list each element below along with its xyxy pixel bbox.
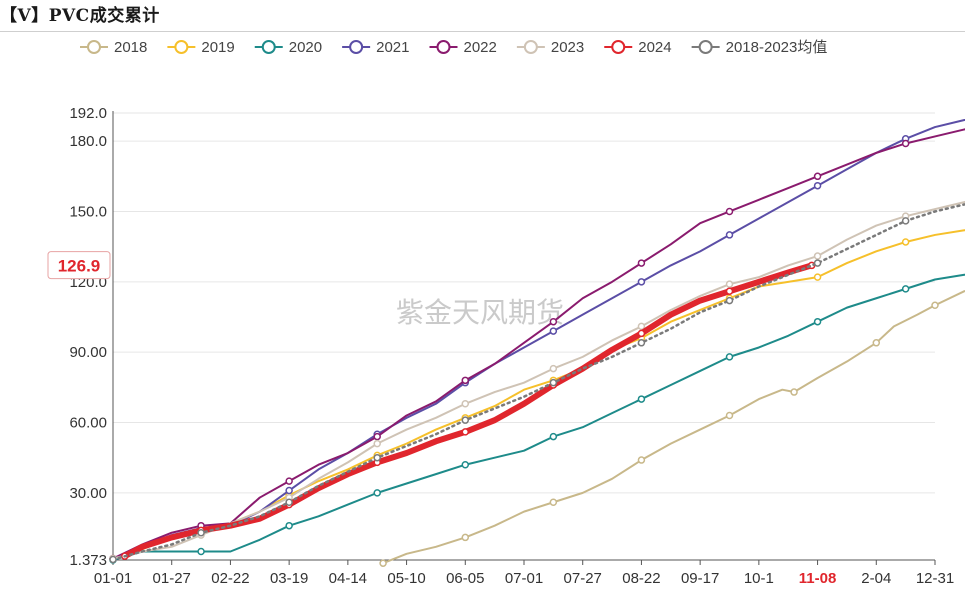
x-tick-label: 05-10 xyxy=(387,570,425,587)
series-point-2023[interactable] xyxy=(549,364,558,373)
series-point-2024[interactable] xyxy=(725,287,734,295)
legend-label[interactable]: 2020 xyxy=(289,39,322,56)
series-point-2018[interactable] xyxy=(931,301,939,310)
y-tick-label: 30.00 xyxy=(69,485,107,502)
x-tick-label: 04-14 xyxy=(329,570,367,587)
series-point-2023[interactable] xyxy=(725,280,734,288)
legend-label[interactable]: 2018 xyxy=(114,39,147,56)
series-point-2022[interactable] xyxy=(461,376,470,385)
y-tick-label: 1.373 xyxy=(69,552,107,569)
y-tick-label: 60.00 xyxy=(69,415,107,432)
x-tick-label: 07-27 xyxy=(564,570,602,587)
x-tick-label: 2-04 xyxy=(861,570,891,587)
series-point-2020[interactable] xyxy=(637,395,646,403)
x-tick-label: 08-22 xyxy=(622,570,660,587)
current-value-badge xyxy=(47,251,111,280)
series-point-2020[interactable] xyxy=(813,317,822,326)
legend-label[interactable]: 2024 xyxy=(638,39,671,56)
series-line-2022[interactable] xyxy=(112,127,965,560)
series-point-2018-2023均值[interactable] xyxy=(461,416,470,424)
x-tick-label-highlight: 11-08 xyxy=(799,570,837,587)
x-tick-label: 06-05 xyxy=(446,570,484,587)
series-point-2018[interactable] xyxy=(461,533,470,542)
series-point-2018[interactable] xyxy=(725,411,734,420)
legend-swatch-marker[interactable] xyxy=(436,40,451,54)
series-point-2020[interactable] xyxy=(901,285,910,293)
series-point-2019[interactable] xyxy=(813,273,822,281)
x-tick-label: 03-19 xyxy=(270,570,308,587)
series-point-2021[interactable] xyxy=(549,327,558,335)
series-point-2022[interactable] xyxy=(725,207,734,216)
x-tick-label: 07-01 xyxy=(505,570,543,587)
legend-swatch-marker[interactable] xyxy=(174,40,189,54)
legend-swatch-marker[interactable] xyxy=(261,40,276,54)
x-tick-label: 01-27 xyxy=(153,570,191,587)
current-value-label: 126.9 xyxy=(58,257,101,276)
x-tick-label: 01-01 xyxy=(94,570,132,587)
y-tick-label: 180.0 xyxy=(69,133,107,150)
series-point-2023[interactable] xyxy=(813,252,822,260)
series-point-2018-2023均值[interactable] xyxy=(197,528,205,537)
y-tick-label: 150.0 xyxy=(69,203,107,220)
series-point-2018-2023均值[interactable] xyxy=(109,555,117,564)
series-point-2022[interactable] xyxy=(373,432,381,441)
series-point-2022[interactable] xyxy=(813,172,822,181)
series-point-2022[interactable] xyxy=(637,259,646,267)
series-point-2021[interactable] xyxy=(637,278,646,286)
series-line-2018[interactable] xyxy=(382,282,965,565)
series-point-2018[interactable] xyxy=(872,339,881,347)
series-point-2018[interactable] xyxy=(637,456,646,464)
watermark: 紫金天风期货 xyxy=(396,297,564,328)
series-point-2018-2023均值[interactable] xyxy=(373,453,381,462)
series-point-2023[interactable] xyxy=(461,400,470,408)
legend-label[interactable]: 2021 xyxy=(376,39,409,56)
series-point-2020[interactable] xyxy=(373,489,381,497)
legend-label[interactable]: 2018-2023均值 xyxy=(726,39,828,56)
series-point-2020[interactable] xyxy=(461,460,470,469)
x-tick-label: 09-17 xyxy=(681,570,719,587)
series-point-2021[interactable] xyxy=(285,486,293,495)
series-point-2020[interactable] xyxy=(549,432,558,441)
series-point-2023[interactable] xyxy=(373,439,381,448)
series-point-2023[interactable] xyxy=(637,322,646,331)
series-point-2020[interactable] xyxy=(197,547,205,556)
series-point-2022[interactable] xyxy=(285,477,293,485)
series-point-2018[interactable] xyxy=(379,559,387,567)
x-tick-label: 10-1 xyxy=(744,570,774,587)
series-point-2018-2023均值[interactable] xyxy=(637,339,646,347)
series-point-2018-2023均值[interactable] xyxy=(901,217,910,225)
series-point-2018[interactable] xyxy=(549,498,558,507)
legend-swatch-marker[interactable] xyxy=(611,40,626,54)
series-point-2018-2023均值[interactable] xyxy=(549,378,558,387)
title-divider xyxy=(0,31,965,32)
legend-label[interactable]: 2023 xyxy=(551,39,584,56)
legend-swatch-marker[interactable] xyxy=(87,40,101,54)
series-line-2023[interactable] xyxy=(112,195,965,560)
legend-label[interactable]: 2022 xyxy=(464,39,497,56)
y-tick-label: 90.00 xyxy=(69,344,107,361)
legend-swatch-marker[interactable] xyxy=(698,40,713,54)
series-point-2022[interactable] xyxy=(549,317,558,326)
series-point-2018-2023均值[interactable] xyxy=(285,498,293,507)
legend-swatch-marker[interactable] xyxy=(349,40,364,54)
series-point-2020[interactable] xyxy=(725,353,734,361)
legend-label[interactable]: 2019 xyxy=(201,39,234,56)
x-tick-label: 02-22 xyxy=(211,570,249,587)
series-point-2021[interactable] xyxy=(725,231,734,239)
series-point-2022[interactable] xyxy=(901,139,910,148)
series-point-2018-2023均值[interactable] xyxy=(813,259,822,267)
series-point-2020[interactable] xyxy=(285,521,293,530)
series-point-2024[interactable] xyxy=(637,329,646,338)
series-point-2019[interactable] xyxy=(901,238,910,246)
series-point-2018-2023均值[interactable] xyxy=(725,296,734,305)
series-point-2021[interactable] xyxy=(813,181,822,190)
series-point-2024[interactable] xyxy=(461,428,470,436)
x-tick-label: 12-31 xyxy=(916,570,954,587)
legend-swatch-marker[interactable] xyxy=(523,40,538,54)
series-point-2018[interactable] xyxy=(790,388,798,396)
chart-title: 【V】PVC成交累计 xyxy=(0,6,160,26)
y-tick-label: 192.0 xyxy=(69,105,107,122)
